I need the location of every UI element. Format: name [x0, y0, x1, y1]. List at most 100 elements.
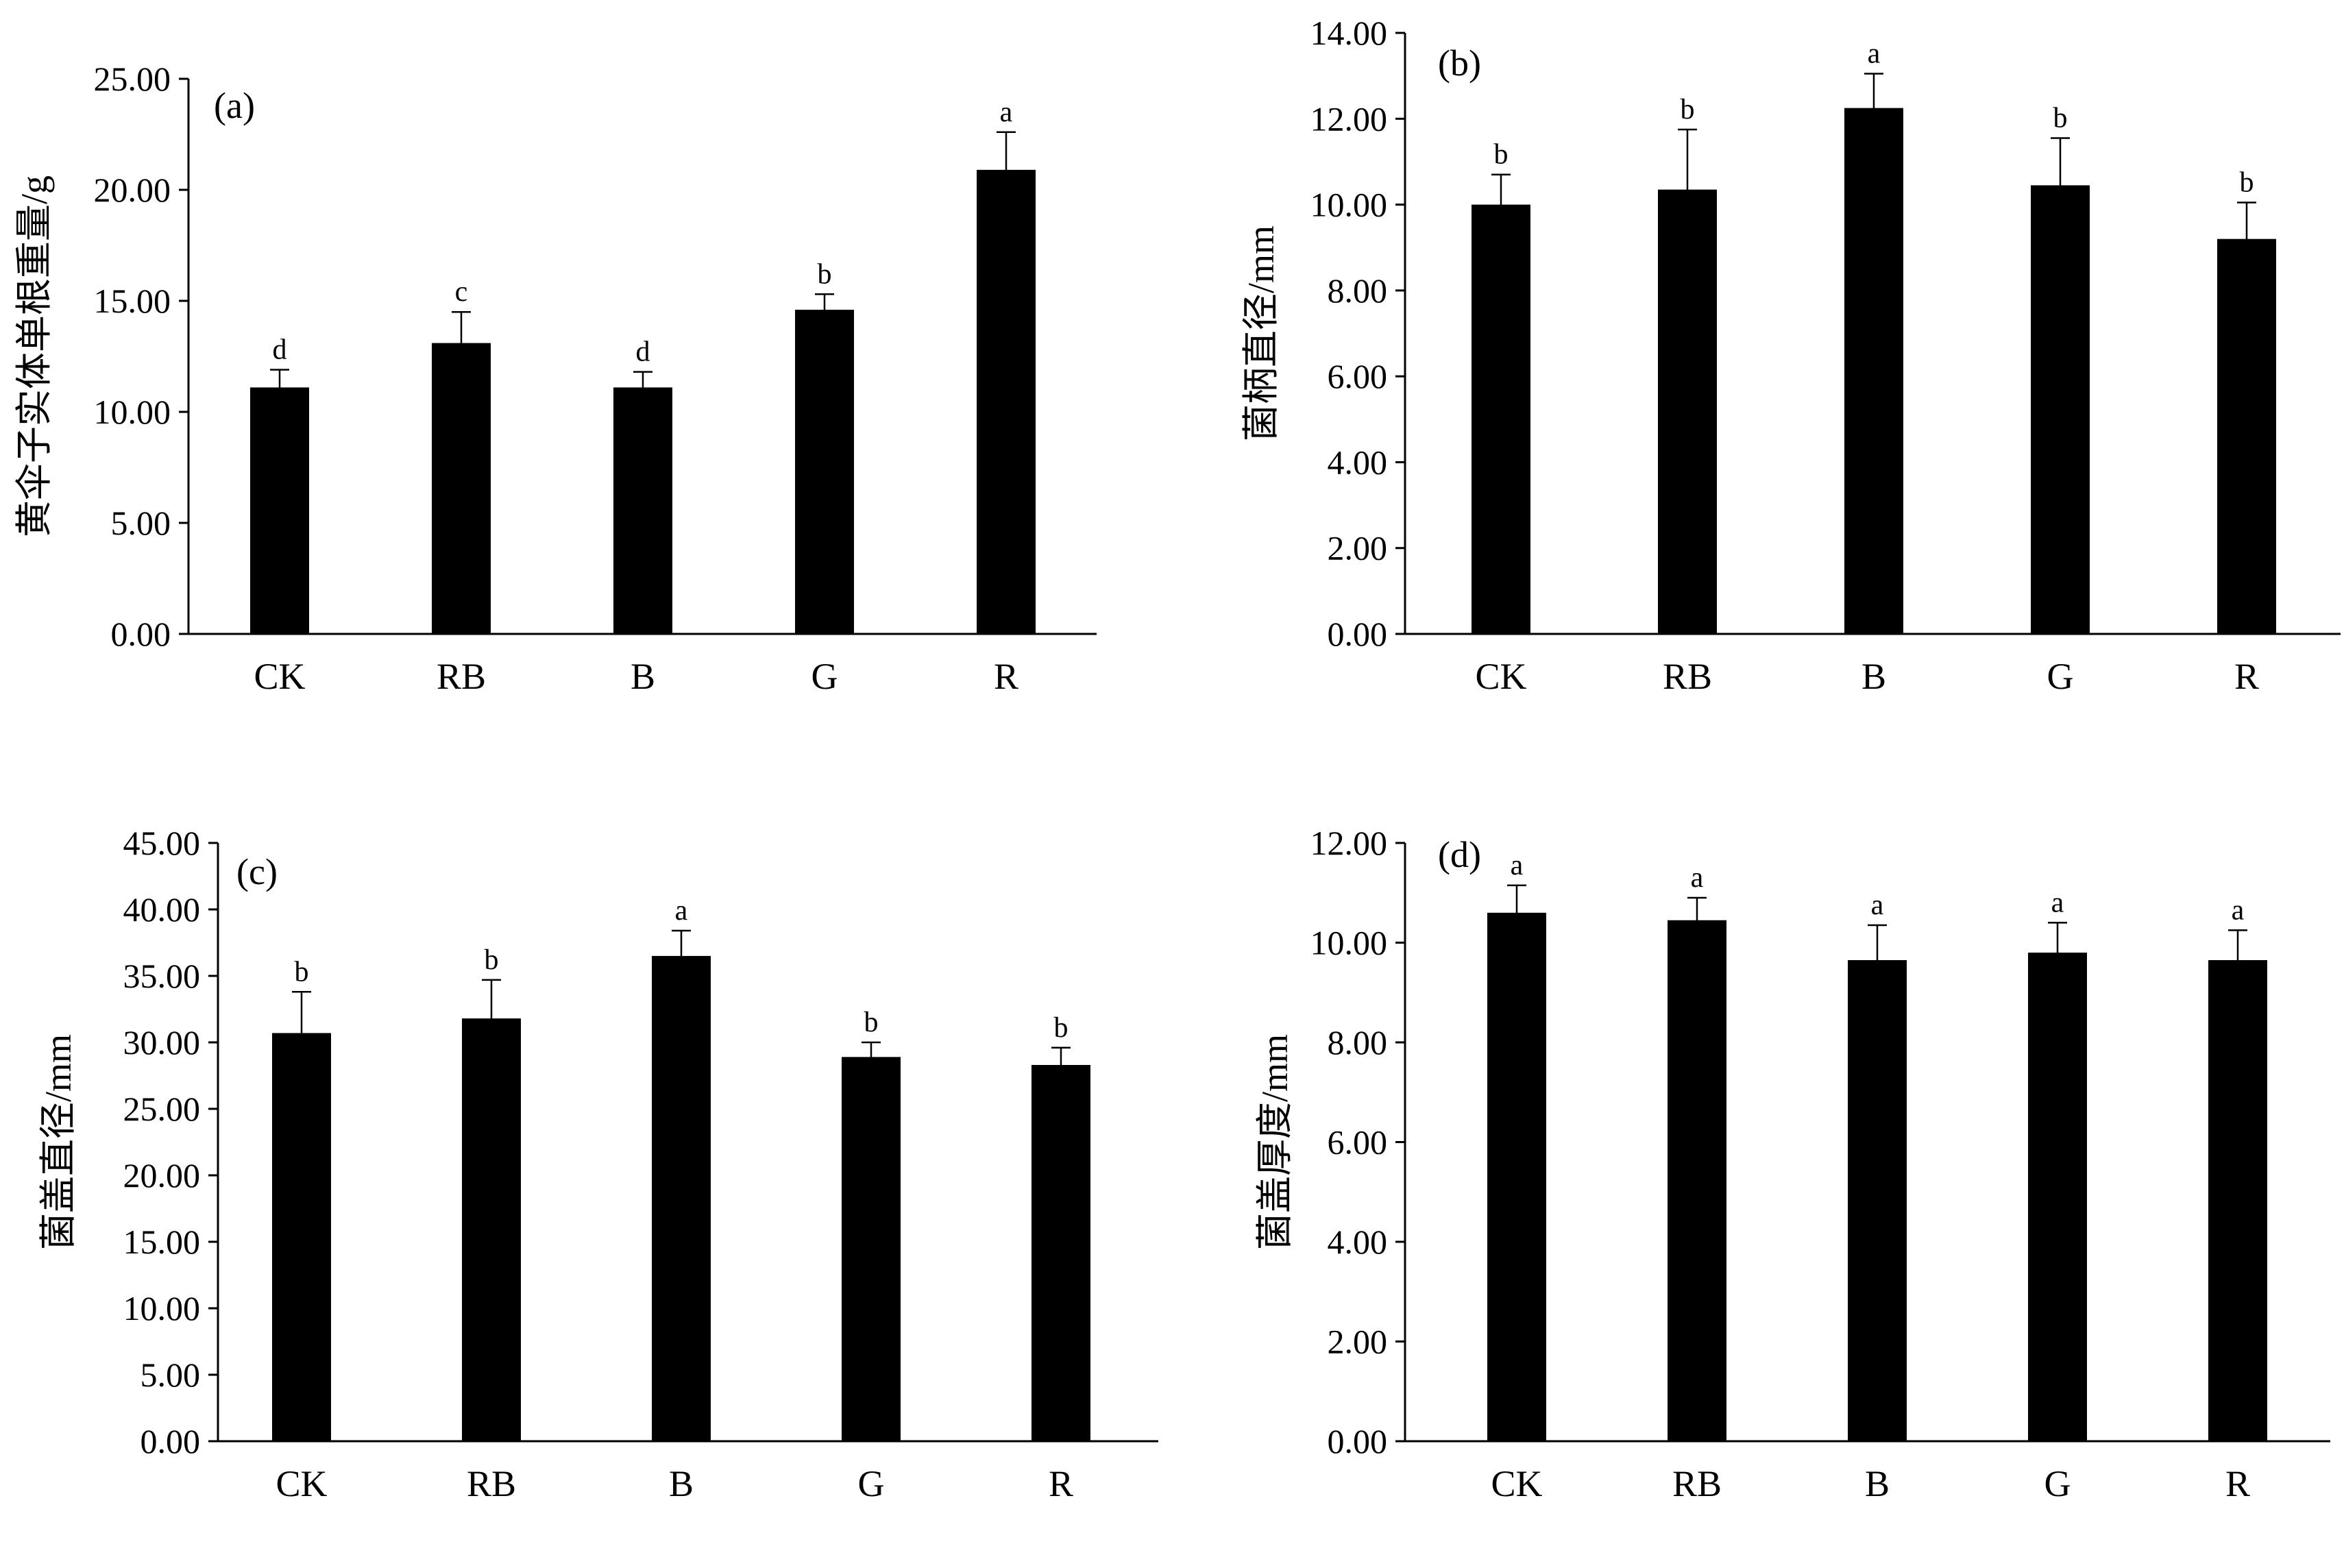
chart-panel-b: 0.00 2.00 4.00 6.00 8.00 10.00 12.00 14.00 菌柄直径/… — [1241, 14, 2341, 697]
y-tick-label: 8.00 — [1328, 271, 1388, 310]
significance-letter: a — [1511, 850, 1524, 881]
y-tick-label: 2.00 — [1328, 1323, 1388, 1361]
y-tick-label: 35.00 — [123, 957, 201, 995]
significance-letter: b — [2053, 102, 2068, 134]
bar-B — [1848, 959, 1907, 1441]
bar-B — [1844, 108, 1903, 634]
panel-label: (c) — [236, 851, 278, 892]
y-tick-label: 25.00 — [94, 60, 171, 98]
y-tick-label: 30.00 — [123, 1023, 201, 1062]
category-label: R — [1049, 1463, 1073, 1504]
significance-letter: d — [636, 336, 650, 368]
y-tick-label: 4.00 — [1328, 443, 1388, 481]
y-tick-label: 12.00 — [1310, 99, 1388, 138]
category-label: G — [2044, 1463, 2071, 1504]
bar-CK — [1487, 912, 1546, 1441]
y-tick-label: 15.00 — [94, 282, 171, 320]
bar-G — [2028, 953, 2087, 1441]
y-tick-label: 10.00 — [94, 393, 171, 431]
significance-letter: a — [2232, 894, 2245, 926]
category-label: G — [811, 656, 838, 697]
y-tick-label: 6.00 — [1328, 357, 1388, 395]
bar-B — [613, 387, 672, 634]
category-label: G — [2047, 656, 2074, 697]
category-label: RB — [1663, 656, 1712, 697]
category-label: RB — [467, 1463, 516, 1504]
significance-letter: b — [1681, 94, 1695, 125]
bar-RB — [462, 1018, 521, 1441]
panel-label: (b) — [1438, 42, 1481, 84]
significance-letter: a — [675, 895, 688, 927]
significance-letter: b — [1494, 139, 1509, 171]
category-label: RB — [1672, 1463, 1722, 1504]
panel-label: (d) — [1438, 834, 1481, 875]
y-tick-label: 8.00 — [1328, 1023, 1388, 1062]
chart-panel-a: 0.00 5.00 10.00 15.00 20.00 25.00 黄伞子实体单根重量/g (… — [14, 60, 1097, 697]
y-tick-label: 40.00 — [123, 890, 201, 929]
category-label: RB — [437, 656, 486, 697]
y-tick-label: 5.00 — [111, 504, 171, 542]
bar-R — [1031, 1064, 1090, 1441]
y-tick-label: 20.00 — [123, 1156, 201, 1195]
significance-letter: b — [818, 258, 832, 290]
category-label: G — [858, 1463, 885, 1504]
bar-B — [652, 955, 711, 1441]
category-label: B — [1865, 1463, 1890, 1504]
y-tick-label: 15.00 — [123, 1223, 201, 1261]
significance-letter: b — [485, 944, 499, 976]
bar-CK — [1472, 204, 1530, 635]
category-label: CK — [1491, 1463, 1542, 1504]
bar-CK — [272, 1033, 331, 1441]
category-label: R — [2225, 1463, 2250, 1504]
y-tick-label: 0.00 — [1328, 1422, 1388, 1460]
significance-letter: a — [1000, 97, 1013, 128]
chart-panel-d: 0.00 2.00 4.00 6.00 8.00 10.00 12.00 菌盖厚度/mm (d)… — [1254, 824, 2330, 1504]
y-tick-label: 10.00 — [1310, 186, 1388, 224]
bar-R — [2208, 959, 2267, 1441]
significance-letter: b — [864, 1007, 879, 1038]
bar-RB — [432, 343, 491, 634]
y-tick-label: 12.00 — [1310, 824, 1388, 862]
y-tick-label: 20.00 — [94, 171, 171, 209]
significance-letter: a — [1871, 890, 1884, 921]
y-tick-label: 2.00 — [1328, 529, 1388, 567]
y-axis-title: 菌盖厚度/mm — [1254, 1034, 1295, 1250]
y-axis-title: 菌柄直径/mm — [1241, 225, 1282, 441]
bar-RB — [1658, 189, 1717, 634]
significance-letter: d — [273, 334, 287, 365]
y-tick-label: 10.00 — [1310, 924, 1388, 962]
y-tick-label: 0.00 — [111, 615, 171, 653]
significance-letter: b — [295, 956, 309, 988]
significance-letter: b — [2240, 167, 2254, 198]
y-tick-label: 10.00 — [123, 1289, 201, 1327]
bar-G — [795, 309, 854, 634]
category-label: R — [2234, 656, 2259, 697]
y-tick-label: 45.00 — [123, 824, 201, 862]
category-label: CK — [1475, 656, 1526, 697]
category-label: CK — [254, 656, 305, 697]
category-label: R — [994, 656, 1018, 697]
bar-R — [2217, 238, 2276, 635]
significance-letter: a — [1691, 862, 1704, 894]
significance-letter: a — [1868, 38, 1881, 70]
significance-letter: a — [2051, 887, 2064, 918]
chart-panel-c: 0.00 5.00 10.00 15.00 20.00 25.00 30.00 35.00 40… — [38, 824, 1158, 1504]
bar-RB — [1668, 920, 1726, 1441]
bar-CK — [250, 387, 309, 634]
y-tick-label: 14.00 — [1310, 14, 1388, 52]
y-tick-label: 6.00 — [1328, 1123, 1388, 1162]
category-label: B — [631, 656, 655, 697]
panel-label: (a) — [214, 85, 255, 126]
y-tick-label: 0.00 — [1328, 615, 1388, 653]
bar-G — [2031, 185, 2090, 634]
category-label: CK — [276, 1463, 327, 1504]
y-tick-label: 0.00 — [141, 1422, 201, 1460]
significance-letter: c — [455, 276, 468, 308]
bar-G — [842, 1057, 901, 1441]
y-axis-title: 菌盖直径/mm — [38, 1034, 79, 1250]
y-tick-label: 25.00 — [123, 1090, 201, 1128]
y-tick-label: 5.00 — [141, 1356, 201, 1394]
category-label: B — [669, 1463, 694, 1504]
category-label: B — [1861, 656, 1886, 697]
